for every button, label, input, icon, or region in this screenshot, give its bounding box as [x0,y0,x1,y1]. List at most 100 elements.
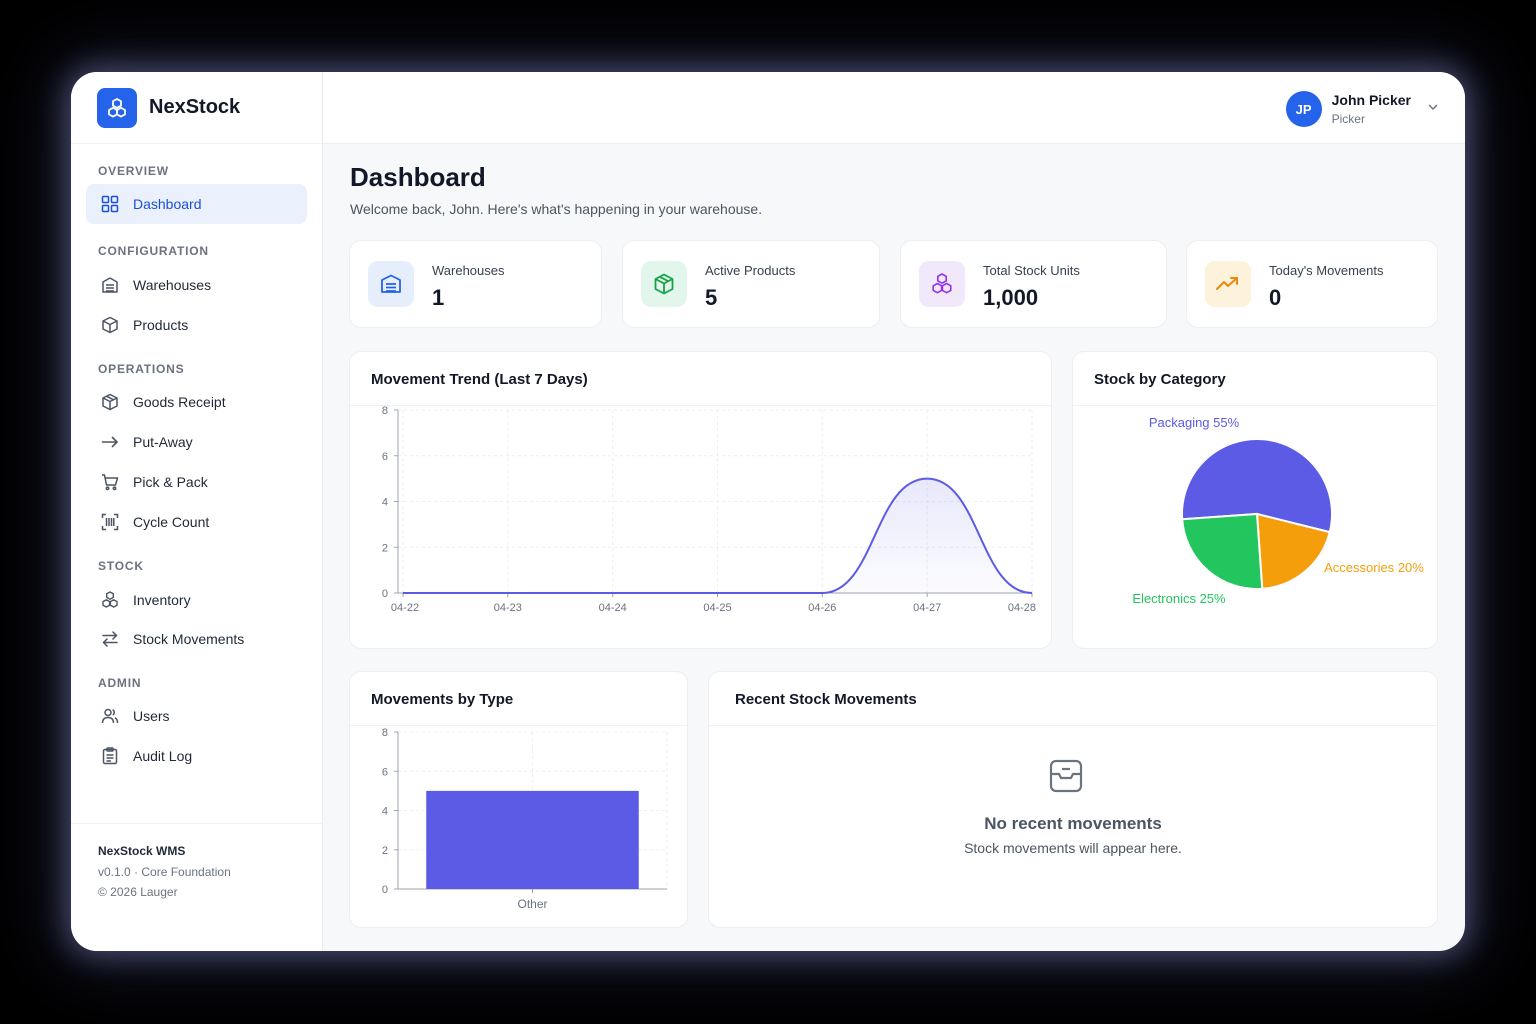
movement-trend-chart: 0 2 4 6 8 04-22 04-23 04-24 04-25 04-26 04-27 04-28 [382,406,1036,614]
stat-value: 1,000 [983,285,1039,310]
scan-icon [100,512,120,532]
x-tick-label: 04-22 [391,602,419,614]
sidebar-item-audit-log[interactable]: Audit Log [86,736,307,776]
user-info: John Picker Picker [1332,92,1411,126]
sidebar-item-warehouses[interactable]: Warehouses [86,265,307,305]
sidebar-item-dashboard[interactable]: Dashboard [86,184,307,224]
pie-slice [1255,512,1331,590]
avatar[interactable]: JP [1285,91,1322,127]
x-tick-label: 04-26 [808,602,836,614]
divider [350,405,1051,406]
movements-by-type-chart: 0 2 4 6 8 Other [382,727,668,911]
stat-value: 5 [705,285,718,310]
stat-label: Today's Movements [1269,263,1384,278]
boxes-icon [100,590,120,610]
sidebar-item-label: Inventory [133,592,191,608]
x-tick-label: Other [517,897,547,911]
y-tick-label: 8 [382,406,388,417]
page-title: Dashboard [350,162,486,192]
user-name: John Picker [1331,92,1411,108]
y-tick-label: 0 [382,588,388,600]
bar [426,790,639,889]
brand: NexStock [71,72,322,144]
y-tick-label: 8 [382,727,388,739]
sidebar-item-label: Stock Movements [133,631,245,647]
brand-logo-icon[interactable] [97,87,137,128]
sidebar-item-label: Dashboard [133,196,202,212]
inbox-empty-icon [1048,758,1084,799]
sidebar-item-label: Pick & Pack [133,474,208,490]
pie-slice [1181,438,1333,534]
trend-up-icon [1205,261,1251,307]
section-label-stock: STOCK [98,559,144,573]
sidebar-item-pick-pack[interactable]: Pick & Pack [86,462,307,502]
stat-label: Active Products [705,263,796,278]
arrow-right-icon [100,432,120,452]
stat-card-active-products[interactable]: Active Products 5 [622,240,880,328]
pie-slice-label: Electronics 25% [1132,591,1226,606]
card-title: Movements by Type [371,691,514,708]
warehouse-icon [100,275,120,295]
sidebar-item-label: Products [133,317,189,333]
stat-card-todays-movements[interactable]: Today's Movements 0 [1186,240,1438,328]
stock-by-category-card: Stock by Category Packaging 55% Accessori… [1072,351,1438,649]
footer-version: v0.1.0 · Core Foundation [98,865,231,879]
sidebar-item-cycle-count[interactable]: Cycle Count [86,502,307,542]
package-icon [100,392,120,412]
movement-trend-card: Movement Trend (Last 7 Days) 0 2 4 6 8 04-22 0… [349,351,1052,649]
x-tick-label: 04-25 [703,602,731,614]
y-tick-label: 0 [382,884,388,896]
x-tick-label: 04-24 [599,602,627,614]
y-tick-label: 2 [382,542,388,554]
y-tick-label: 2 [382,845,388,857]
users-icon [100,706,120,726]
stock-by-category-chart: Packaging 55% Accessories 20% Electronics … [1132,415,1424,606]
sidebar-item-label: Warehouses [133,277,212,293]
chevron-down-icon[interactable] [1427,100,1439,118]
cube-icon [100,315,120,335]
user-menu[interactable]: JP John Picker Picker [1285,91,1439,127]
section-label-admin: ADMIN [98,676,142,690]
sidebar-item-label: Cycle Count [133,514,210,530]
movements-by-type-card: Movements by Type 0 2 4 6 8 Other [349,671,688,928]
trend-line [402,477,1033,594]
sidebar: NexStock OVERVIEW Dashboard CONFIGURATIO… [71,72,323,951]
stat-card-total-stock-units[interactable]: Total Stock Units 1,000 [900,240,1167,328]
sidebar-item-label: Put-Away [133,434,193,450]
footer-product: NexStock WMS [98,844,186,858]
sidebar-footer: NexStock WMS v0.1.0 · Core Foundation © … [71,823,323,951]
section-label-overview: OVERVIEW [98,164,169,178]
empty-state-title: No recent movements [984,814,1162,833]
stat-value: 1 [432,285,445,310]
stat-label: Total Stock Units [983,263,1080,278]
swap-icon [100,629,120,649]
boxes-icon [919,261,965,307]
stat-label: Warehouses [432,263,505,278]
divider [1073,405,1437,406]
card-title: Recent Stock Movements [735,691,917,708]
sidebar-item-put-away[interactable]: Put-Away [86,422,307,462]
y-tick-label: 6 [382,766,388,778]
empty-state-subtitle: Stock movements will appear here. [964,840,1182,856]
cart-icon [100,472,120,492]
divider [350,725,687,726]
brand-name[interactable]: NexStock [149,96,241,118]
section-label-operations: OPERATIONS [98,362,185,376]
sidebar-item-users[interactable]: Users [86,696,307,736]
x-tick-label: 04-27 [913,602,941,614]
card-title: Movement Trend (Last 7 Days) [371,371,588,388]
x-tick-label: 04-28 [1008,602,1036,614]
sidebar-item-inventory[interactable]: Inventory [86,580,307,620]
stat-card-warehouses[interactable]: Warehouses 1 [349,240,602,328]
sidebar-item-products[interactable]: Products [86,305,307,345]
user-role: Picker [1331,112,1365,126]
cube-icon [641,261,687,307]
recent-movements-card: Recent Stock Movements No recent movemen… [708,671,1438,928]
page-subtitle: Welcome back, John. Here's what's happen… [350,201,763,217]
sidebar-item-stock-movements[interactable]: Stock Movements [86,619,307,659]
trend-area [403,478,1032,593]
pie-slice [1181,512,1264,590]
x-tick-label: 04-23 [494,602,522,614]
app-window: NexStock OVERVIEW Dashboard CONFIGURATIO… [71,72,1465,951]
sidebar-item-goods-receipt[interactable]: Goods Receipt [86,382,307,422]
